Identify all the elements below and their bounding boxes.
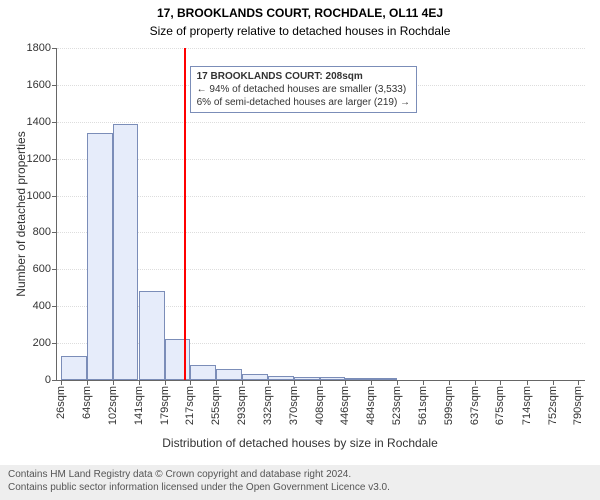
annotation-line-2: ← 94% of detached houses are smaller (3,… — [197, 83, 410, 96]
histogram-bar — [190, 365, 216, 380]
histogram-bar — [268, 376, 294, 380]
ytick-mark — [52, 343, 57, 344]
xtick-mark — [345, 380, 346, 385]
ytick-mark — [52, 380, 57, 381]
xtick-mark — [500, 380, 501, 385]
ytick-label: 200 — [33, 337, 51, 349]
xtick-label: 255sqm — [210, 386, 222, 425]
footer: Contains HM Land Registry data © Crown c… — [0, 465, 600, 500]
gridline — [57, 48, 585, 49]
histogram-bar — [216, 369, 242, 380]
xtick-label: 64sqm — [81, 386, 93, 419]
ytick-mark — [52, 196, 57, 197]
xtick-label: 561sqm — [417, 386, 429, 425]
histogram-bar — [242, 374, 268, 380]
xtick-mark — [165, 380, 166, 385]
xtick-label: 446sqm — [339, 386, 351, 425]
xtick-mark — [527, 380, 528, 385]
xtick-label: 523sqm — [391, 386, 403, 425]
ytick-label: 1000 — [27, 190, 51, 202]
gridline — [57, 122, 585, 123]
xtick-label: 102sqm — [107, 386, 119, 425]
histogram-bar — [320, 377, 346, 380]
title-line-1: 17, BROOKLANDS COURT, ROCHDALE, OL11 4EJ — [0, 6, 600, 20]
xtick-label: 293sqm — [236, 386, 248, 425]
xtick-mark — [216, 380, 217, 385]
ytick-mark — [52, 85, 57, 86]
x-axis-label: Distribution of detached houses by size … — [0, 436, 600, 450]
ytick-label: 0 — [45, 374, 51, 386]
xtick-label: 637sqm — [469, 386, 481, 425]
y-axis-label: Number of detached properties — [14, 48, 28, 380]
xtick-label: 332sqm — [262, 386, 274, 425]
histogram-bar — [113, 124, 139, 380]
ytick-label: 1600 — [27, 79, 51, 91]
reference-line — [184, 48, 186, 380]
ytick-mark — [52, 159, 57, 160]
xtick-mark — [371, 380, 372, 385]
xtick-label: 599sqm — [443, 386, 455, 425]
ytick-mark — [52, 122, 57, 123]
ytick-label: 1800 — [27, 42, 51, 54]
histogram-bar — [345, 378, 371, 380]
ytick-mark — [52, 48, 57, 49]
footer-line-2: Contains public sector information licen… — [8, 482, 592, 495]
annotation-line-3: 6% of semi-detached houses are larger (2… — [197, 96, 410, 109]
histogram-bar — [61, 356, 87, 380]
xtick-label: 217sqm — [184, 386, 196, 425]
xtick-mark — [294, 380, 295, 385]
annotation-box: 17 BROOKLANDS COURT: 208sqm ← 94% of det… — [190, 66, 417, 113]
xtick-label: 26sqm — [55, 386, 67, 419]
histogram-bar — [139, 291, 165, 380]
xtick-label: 484sqm — [365, 386, 377, 425]
annotation-line-1: 17 BROOKLANDS COURT: 208sqm — [197, 70, 410, 83]
xtick-label: 752sqm — [547, 386, 559, 425]
ytick-mark — [52, 269, 57, 270]
ytick-mark — [52, 306, 57, 307]
xtick-label: 675sqm — [494, 386, 506, 425]
xtick-label: 141sqm — [133, 386, 145, 425]
xtick-mark — [87, 380, 88, 385]
xtick-mark — [397, 380, 398, 385]
xtick-label: 179sqm — [159, 386, 171, 425]
xtick-mark — [449, 380, 450, 385]
xtick-mark — [113, 380, 114, 385]
xtick-label: 370sqm — [288, 386, 300, 425]
histogram-bar — [87, 133, 113, 380]
plot-area: 17 BROOKLANDS COURT: 208sqm ← 94% of det… — [56, 48, 585, 381]
xtick-mark — [553, 380, 554, 385]
ytick-label: 400 — [33, 300, 51, 312]
ytick-label: 1200 — [27, 153, 51, 165]
histogram-bar — [371, 378, 397, 380]
ytick-mark — [52, 232, 57, 233]
footer-line-1: Contains HM Land Registry data © Crown c… — [8, 469, 592, 482]
xtick-mark — [578, 380, 579, 385]
histogram-bar — [165, 339, 191, 380]
xtick-mark — [242, 380, 243, 385]
xtick-mark — [61, 380, 62, 385]
title-line-2: Size of property relative to detached ho… — [0, 24, 600, 38]
ytick-label: 1400 — [27, 116, 51, 128]
ytick-label: 600 — [33, 263, 51, 275]
xtick-mark — [320, 380, 321, 385]
xtick-label: 714sqm — [521, 386, 533, 425]
xtick-mark — [139, 380, 140, 385]
histogram-bar — [294, 377, 320, 380]
xtick-label: 790sqm — [572, 386, 584, 425]
xtick-label: 408sqm — [314, 386, 326, 425]
xtick-mark — [190, 380, 191, 385]
xtick-mark — [268, 380, 269, 385]
chart-container: 17, BROOKLANDS COURT, ROCHDALE, OL11 4EJ… — [0, 0, 600, 500]
xtick-mark — [423, 380, 424, 385]
ytick-label: 800 — [33, 226, 51, 238]
xtick-mark — [475, 380, 476, 385]
